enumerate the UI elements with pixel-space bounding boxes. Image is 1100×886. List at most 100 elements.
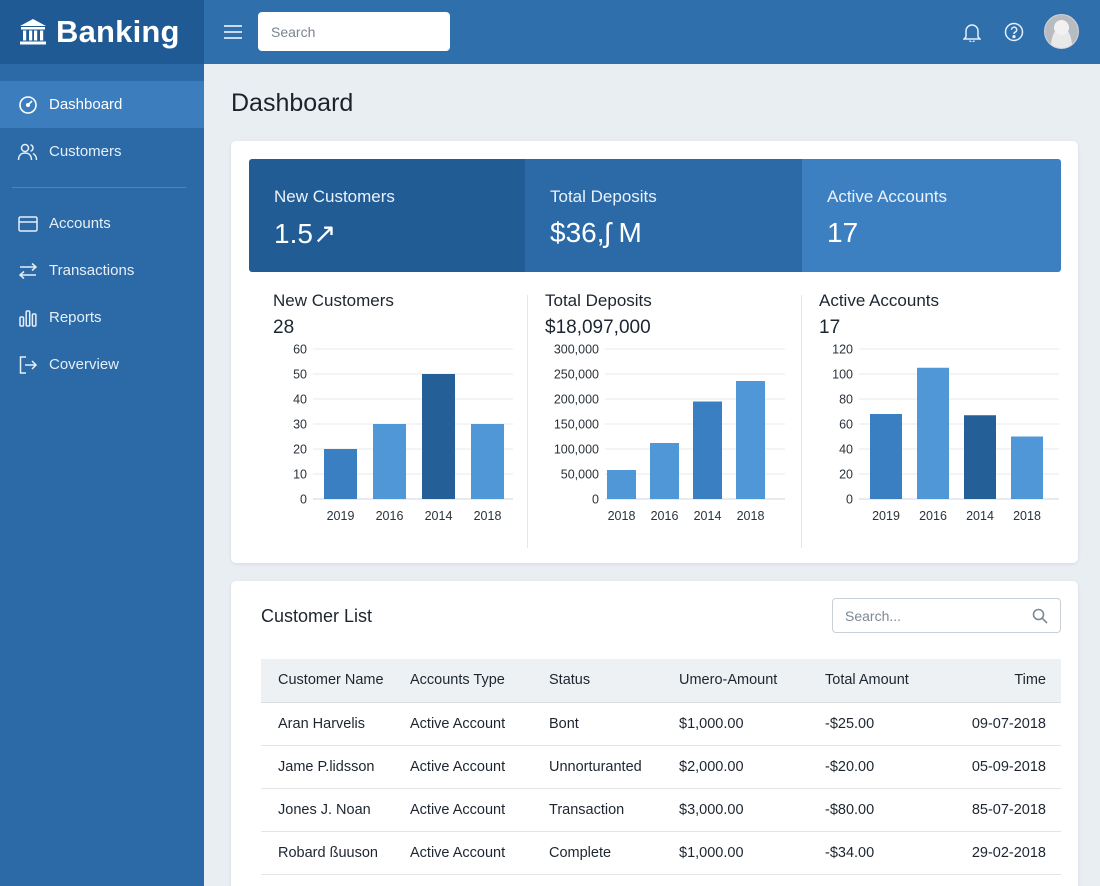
column-header[interactable]: Accounts Type bbox=[410, 659, 549, 703]
sidebar-item-transactions[interactable]: Transactions bbox=[0, 247, 204, 294]
total-deposits-chart: 0 50,000 100,000 150,000 200,000 250,000 300,0… bbox=[554, 343, 785, 523]
cell-customer-name: Robard ßuuson bbox=[261, 831, 410, 875]
stat-label: Active Accounts bbox=[827, 187, 948, 206]
customer-search-input[interactable] bbox=[845, 607, 1015, 624]
bank-icon bbox=[18, 17, 48, 47]
bar[interactable] bbox=[736, 381, 765, 499]
y-tick-label: 250,000 bbox=[554, 368, 599, 382]
sidebar-item-accounts[interactable]: Accounts bbox=[0, 200, 204, 247]
x-tick-label: 2018 bbox=[1013, 509, 1041, 523]
sidebar-item-reports[interactable]: Reports bbox=[0, 294, 204, 341]
sidebar-item-coverview[interactable]: Coverview bbox=[0, 341, 204, 388]
mini-value: 28 bbox=[273, 317, 295, 338]
cell-total-amount: -$34.00 bbox=[825, 831, 943, 875]
bar[interactable] bbox=[870, 414, 902, 499]
cell-customer-name: Aran Harvelis bbox=[261, 702, 410, 746]
y-tick-label: 60 bbox=[293, 343, 307, 357]
bar[interactable] bbox=[693, 401, 722, 500]
search-icon[interactable] bbox=[1031, 607, 1049, 625]
cell-customer-name: Jame P.lidsson bbox=[261, 745, 410, 789]
table-row[interactable]: Robard ßuuson Active Account Complete $1… bbox=[261, 831, 1061, 875]
bar-chart-icon bbox=[17, 307, 38, 328]
mini-new-customers: New Customers 28 bbox=[273, 291, 394, 551]
bar[interactable] bbox=[373, 424, 406, 499]
arrows-swap-icon bbox=[17, 260, 38, 281]
sidebar-item-label: Accounts bbox=[49, 215, 111, 232]
x-tick-label: 2016 bbox=[376, 509, 404, 523]
sidebar-item-label: Dashboard bbox=[49, 96, 123, 113]
cell-account-type: Active Account bbox=[410, 702, 549, 746]
cell-amount: $1,000.00 bbox=[679, 831, 825, 875]
x-tick-label: 2016 bbox=[919, 509, 947, 523]
cell-status: Unnorturanted bbox=[549, 745, 679, 789]
customer-search[interactable] bbox=[832, 598, 1061, 633]
bar[interactable] bbox=[607, 470, 636, 499]
mini-value: $18,097,000 bbox=[545, 317, 651, 338]
bar[interactable] bbox=[324, 449, 357, 499]
y-tick-label: 10 bbox=[293, 468, 307, 482]
column-header[interactable]: Status bbox=[549, 659, 679, 703]
sidebar-item-dashboard[interactable]: Dashboard bbox=[0, 81, 204, 128]
bar[interactable] bbox=[964, 415, 996, 499]
stat-tile-new-customers[interactable]: New Customers 1.5↗ bbox=[249, 159, 525, 272]
stat-value: 17 bbox=[827, 217, 859, 248]
avatar[interactable] bbox=[1044, 14, 1079, 49]
x-tick-label: 2018 bbox=[474, 509, 502, 523]
bell-icon[interactable] bbox=[961, 21, 983, 43]
cell-total-amount: -$25.00 bbox=[825, 702, 943, 746]
x-tick-label: 2018 bbox=[608, 509, 636, 523]
stat-tile-active-accounts[interactable]: Active Accounts 17 bbox=[802, 159, 1061, 272]
x-tick-label: 2019 bbox=[327, 509, 355, 523]
cell-time: 09-07-2018 bbox=[943, 702, 1061, 746]
search-input[interactable] bbox=[258, 12, 450, 51]
stats-card: New Customers 1.5↗ Total Deposits $36,ʃ … bbox=[231, 141, 1078, 563]
sidebar-item-customers[interactable]: Customers bbox=[0, 128, 204, 175]
sidebar-divider bbox=[12, 187, 186, 188]
brand-name: Banking bbox=[56, 14, 180, 49]
y-tick-label: 120 bbox=[832, 343, 853, 357]
column-header[interactable]: Customer Name bbox=[261, 659, 410, 703]
y-tick-label: 100,000 bbox=[554, 443, 599, 457]
stat-tile-total-deposits[interactable]: Total Deposits $36,ʃ M bbox=[525, 159, 802, 272]
cell-time: 29-02-2018 bbox=[943, 831, 1061, 875]
table-row[interactable]: Aran Harvelis Active Account Bont $1,000… bbox=[261, 702, 1061, 746]
bar[interactable] bbox=[1011, 436, 1043, 500]
column-header[interactable]: Time bbox=[943, 659, 1061, 703]
bar[interactable] bbox=[650, 443, 679, 499]
column-header[interactable]: Total Amount bbox=[825, 659, 943, 703]
cell-status: Complete bbox=[549, 831, 679, 875]
y-tick-label: 50,000 bbox=[561, 468, 599, 482]
help-icon[interactable] bbox=[1003, 21, 1025, 43]
table-row[interactable]: Jame P.lidsson Active Account Unnorturan… bbox=[261, 745, 1061, 789]
cell-account-type: Active Account bbox=[410, 745, 549, 789]
topbar bbox=[204, 0, 1100, 64]
y-tick-label: 0 bbox=[592, 493, 599, 507]
y-tick-label: 50 bbox=[293, 368, 307, 382]
x-tick-label: 2018 bbox=[737, 509, 765, 523]
users-icon bbox=[17, 141, 38, 162]
y-tick-label: 40 bbox=[839, 443, 853, 457]
mini-value: 17 bbox=[819, 317, 841, 338]
x-tick-label: 2014 bbox=[694, 509, 722, 523]
x-tick-label: 2016 bbox=[651, 509, 679, 523]
menu-icon[interactable] bbox=[222, 21, 244, 43]
sidebar-item-label: Transactions bbox=[49, 262, 135, 279]
card-icon bbox=[17, 213, 38, 234]
stat-label: Total Deposits bbox=[550, 187, 657, 206]
y-tick-label: 20 bbox=[839, 468, 853, 482]
column-header[interactable]: Umero-Amount bbox=[679, 659, 825, 703]
y-tick-label: 300,000 bbox=[554, 343, 599, 357]
brand[interactable]: Banking bbox=[0, 0, 204, 64]
mini-title: Total Deposits bbox=[545, 291, 652, 310]
bar[interactable] bbox=[422, 374, 455, 499]
mini-title: New Customers bbox=[273, 291, 394, 310]
bar[interactable] bbox=[917, 367, 949, 499]
stat-tiles: New Customers 1.5↗ Total Deposits $36,ʃ … bbox=[249, 159, 1061, 272]
cell-amount: $1,000.00 bbox=[679, 702, 825, 746]
bar[interactable] bbox=[471, 424, 504, 499]
cell-time: 05-09-2018 bbox=[943, 745, 1061, 789]
table-row[interactable]: Jones J. Noan Active Account Transaction… bbox=[261, 788, 1061, 832]
cell-amount: $2,000.00 bbox=[679, 745, 825, 789]
active-accounts-chart: 0 20 40 60 80 100 120 2019 2016 2014 2018 bbox=[832, 343, 1059, 523]
y-tick-label: 60 bbox=[839, 418, 853, 432]
